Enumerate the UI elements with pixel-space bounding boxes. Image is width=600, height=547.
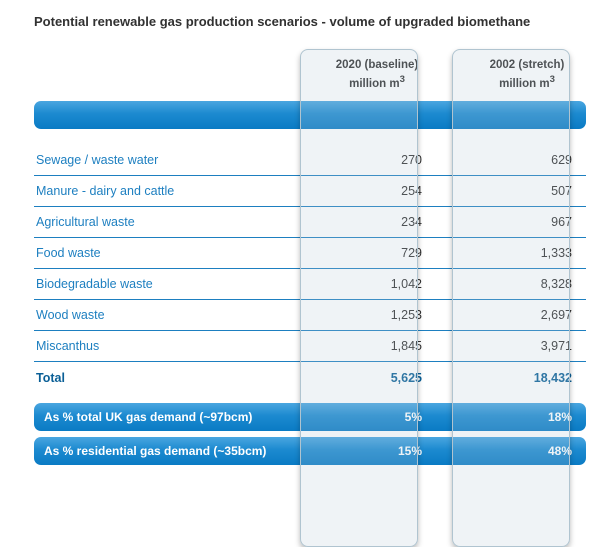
table-row: Wood waste1,253 2,697: [34, 300, 586, 331]
total-value-stretch: 18,432: [468, 362, 586, 393]
row-label: Agricultural waste: [34, 207, 318, 237]
row-value-baseline: 1,042: [318, 269, 436, 299]
column-header-stretch: 2002 (stretch) million m3: [468, 58, 586, 92]
data-table: Sewage / waste water270629Manure - dairy…: [34, 145, 586, 393]
row-label: Manure - dairy and cattle: [34, 176, 318, 206]
summary-2-label: As % residential gas demand (~35bcm): [44, 444, 318, 458]
summary-1-v1: 5%: [318, 410, 436, 424]
table-row: Agricultural waste234 967: [34, 207, 586, 238]
col1-line2: million m: [349, 77, 399, 89]
row-label: Wood waste: [34, 300, 318, 330]
summary-2-v1: 15%: [318, 444, 436, 458]
row-value-stretch: 3,971: [468, 331, 586, 361]
row-label: Sewage / waste water: [34, 145, 318, 175]
column-header-baseline: 2020 (baseline) million m3: [318, 58, 436, 92]
col1-unit-sup: 3: [400, 74, 405, 85]
row-value-baseline: 1,845: [318, 331, 436, 361]
summary-1-label: As % total UK gas demand (~97bcm): [44, 410, 318, 424]
col1-line1: 2020 (baseline): [336, 59, 418, 71]
col2-line2: million m: [499, 77, 549, 89]
row-value-stretch: 507: [468, 176, 586, 206]
summary-1-v2: 18%: [468, 410, 586, 424]
row-value-baseline: 1,253: [318, 300, 436, 330]
section-bar-top: [34, 101, 586, 129]
row-value-baseline: 234: [318, 207, 436, 237]
row-value-stretch: 8,328: [468, 269, 586, 299]
row-value-stretch: 1,333: [468, 238, 586, 268]
total-row: Total5,625 18,432: [34, 362, 586, 393]
row-value-stretch: 2,697: [468, 300, 586, 330]
col2-line1: 2002 (stretch): [490, 59, 565, 71]
table-row: Food waste729 1,333: [34, 238, 586, 269]
row-label: Biodegradable waste: [34, 269, 318, 299]
row-value-baseline: 729: [318, 238, 436, 268]
page: Potential renewable gas production scena…: [0, 0, 600, 465]
column-headers: 2020 (baseline) million m3 2002 (stretch…: [34, 49, 586, 101]
row-value-stretch: 967: [468, 207, 586, 237]
summary-2-v2: 48%: [468, 444, 586, 458]
summary-bar-1: As % total UK gas demand (~97bcm) 5% 18%: [34, 403, 586, 431]
row-value-stretch: 629: [468, 145, 586, 175]
table-row: Sewage / waste water270 629: [34, 145, 586, 176]
content-area: 2020 (baseline) million m3 2002 (stretch…: [0, 49, 600, 465]
row-label: Food waste: [34, 238, 318, 268]
col2-unit-sup: 3: [550, 74, 555, 85]
page-title: Potential renewable gas production scena…: [0, 14, 600, 49]
row-label: Miscanthus: [34, 331, 318, 361]
summary-bar-2: As % residential gas demand (~35bcm) 15%…: [34, 437, 586, 465]
table-row: Miscanthus1,845 3,971: [34, 331, 586, 362]
total-value-baseline: 5,625: [318, 362, 436, 393]
table-row: Manure - dairy and cattle254 507: [34, 176, 586, 207]
row-value-baseline: 270: [318, 145, 436, 175]
row-value-baseline: 254: [318, 176, 436, 206]
total-label: Total: [34, 362, 318, 393]
table-row: Biodegradable waste1,042 8,328: [34, 269, 586, 300]
